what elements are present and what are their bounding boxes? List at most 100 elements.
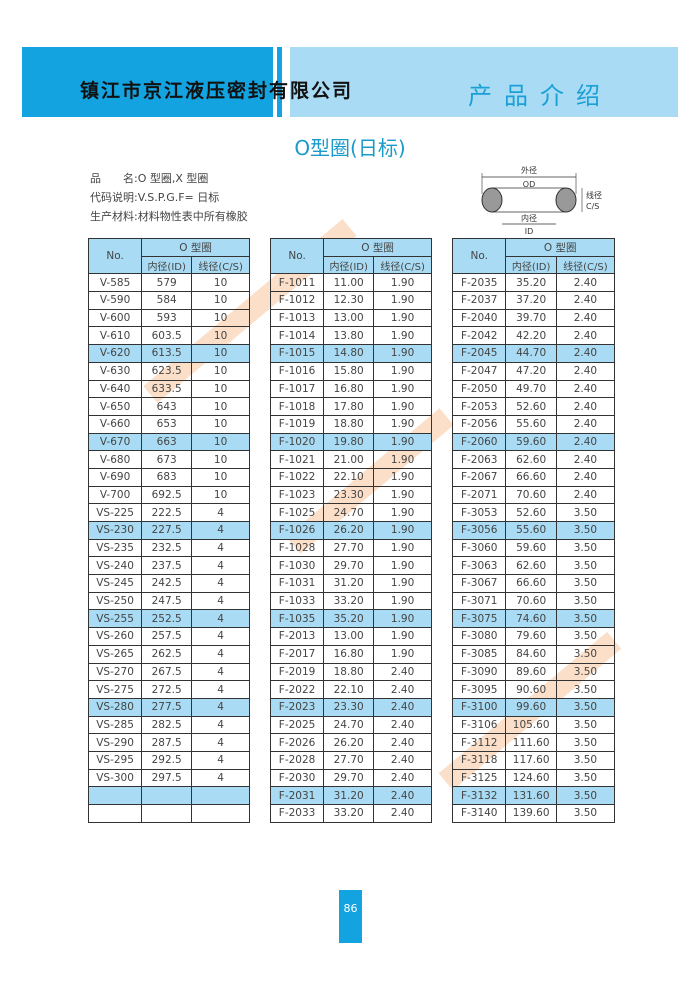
cell-id: 139.60: [505, 804, 557, 823]
header-no: No.: [451, 237, 507, 275]
cell-no: V-610: [87, 326, 143, 346]
cell-id: 297.5: [141, 768, 193, 788]
cell-cs: 3.50: [555, 786, 616, 805]
cell-id: 232.5: [141, 538, 193, 558]
table-row: VS-270 267.5 4: [87, 662, 250, 682]
table-row: F-1021 21.00 1.90: [269, 450, 432, 469]
cs-label: C/S: [586, 202, 599, 211]
size-table-1: No. O 型圈 内径(ID) 线径(C/S) V-585 579 10 V-590 584 10…: [87, 237, 250, 823]
cell-cs: 4: [191, 503, 250, 522]
section-title: 产品介绍: [468, 82, 612, 110]
cell-cs: 3.50: [555, 503, 616, 522]
table-row: F-1026 26.20 1.90: [269, 521, 432, 540]
cell-cs: 3.50: [555, 750, 616, 770]
table-row: F-1018 17.80 1.90: [269, 397, 432, 416]
cell-id: 66.60: [505, 467, 557, 487]
cell-cs: 3.50: [555, 697, 616, 717]
cell-cs: 1.90: [373, 273, 432, 293]
cell-no: F-1011: [269, 273, 325, 293]
cell-no: VS-255: [87, 609, 143, 629]
cell-cs: 4: [191, 680, 250, 699]
cell-cs: 10: [191, 291, 250, 310]
cell-no: F-1023: [269, 485, 325, 505]
cell-id: 23.30: [323, 697, 375, 717]
cell-id: 13.00: [323, 627, 375, 646]
cell-no: V-585: [87, 273, 143, 293]
table-row: V-620 613.5 10: [87, 344, 250, 363]
info-code: 代码说明:V.S.P.G.F= 日标: [90, 191, 220, 204]
table-row: VS-255 252.5 4: [87, 609, 250, 629]
table-row: VS-240 237.5 4: [87, 556, 250, 576]
cell-no: F-3140: [451, 804, 507, 823]
header-group: O 型圈: [141, 238, 250, 257]
cell-id: 35.20: [323, 609, 375, 629]
cell-no: VS-225: [87, 503, 143, 522]
cell-cs: 2.40: [555, 432, 616, 452]
cell-no: F-1030: [269, 556, 325, 576]
table-row: F-1028 27.70 1.90: [269, 538, 432, 558]
cell-id: 31.20: [323, 574, 375, 593]
cell-no: F-1015: [269, 344, 325, 363]
cell-id: 117.60: [505, 750, 557, 770]
table-row: F-3085 84.60 3.50: [451, 644, 616, 664]
cell-id: 623.5: [141, 361, 193, 381]
table-row: F-1019 18.80 1.90: [269, 414, 432, 434]
cell-no: F-2019: [269, 662, 325, 682]
cell-no: F-2037: [451, 291, 507, 310]
cell-cs: 2.40: [555, 273, 616, 293]
cell-cs: 3.50: [555, 627, 616, 646]
cell-cs: 10: [191, 326, 250, 346]
cell-no: F-1021: [269, 450, 325, 469]
cell-no: F-2063: [451, 450, 507, 469]
table-row: F-2030 29.70 2.40: [269, 768, 432, 788]
cell-cs: 10: [191, 273, 250, 293]
table-row: F-3080 79.60 3.50: [451, 627, 616, 646]
table-row: F-1030 29.70 1.90: [269, 556, 432, 576]
cell-no: F-2056: [451, 414, 507, 434]
cell-no: F-3067: [451, 574, 507, 593]
table-row: F-3106 105.60 3.50: [451, 715, 616, 735]
cell-no: F-2045: [451, 344, 507, 363]
cell-no: F-1020: [269, 432, 325, 452]
cell-cs: 10: [191, 485, 250, 505]
table-row: V-630 623.5 10: [87, 361, 250, 381]
cell-no: F-1026: [269, 521, 325, 540]
header-no: No.: [87, 237, 143, 275]
table-row: VS-225 222.5 4: [87, 503, 250, 522]
cell-no: F-1013: [269, 308, 325, 328]
header-id: 内径(ID): [505, 255, 557, 275]
table-row: F-1022 22.10 1.90: [269, 467, 432, 487]
cell-id: 692.5: [141, 485, 193, 505]
cell-cs: 1.90: [373, 521, 432, 540]
cell-id: 124.60: [505, 768, 557, 788]
header-cs: 线径(C/S): [191, 255, 250, 275]
table-row: F-2045 44.70 2.40: [451, 344, 616, 363]
cell-id: 282.5: [141, 715, 193, 735]
cell-id: 579: [141, 273, 193, 293]
table-row: V-680 673 10: [87, 450, 250, 469]
header-cs: 线径(C/S): [555, 255, 616, 275]
cell-no: F-3106: [451, 715, 507, 735]
cell-no: F-2042: [451, 326, 507, 346]
table-row: F-2028 27.70 2.40: [269, 750, 432, 770]
table-row: VS-290 287.5 4: [87, 733, 250, 752]
table-row: F-1035 35.20 1.90: [269, 609, 432, 629]
cell-cs: 10: [191, 361, 250, 381]
cell-cs: 4: [191, 574, 250, 593]
cell-no: F-1018: [269, 397, 325, 416]
cell-no: F-2030: [269, 768, 325, 788]
table-row: F-2022 22.10 2.40: [269, 680, 432, 699]
cell-cs: 4: [191, 733, 250, 752]
cell-no: VS-240: [87, 556, 143, 576]
cell-id: 19.80: [323, 432, 375, 452]
cell-cs: 10: [191, 414, 250, 434]
size-table-3: No. O 型圈 内径(ID) 线径(C/S) F-2035 35.20 2.40 F-203…: [451, 237, 616, 823]
cell-id: 79.60: [505, 627, 557, 646]
cell-id: 17.80: [323, 397, 375, 416]
cell-no: F-2067: [451, 467, 507, 487]
cell-no: F-2040: [451, 308, 507, 328]
cell-cs: 1.90: [373, 432, 432, 452]
cell-id: 74.60: [505, 609, 557, 629]
cell-no: F-2071: [451, 485, 507, 505]
table-row: F-2047 47.20 2.40: [451, 361, 616, 381]
